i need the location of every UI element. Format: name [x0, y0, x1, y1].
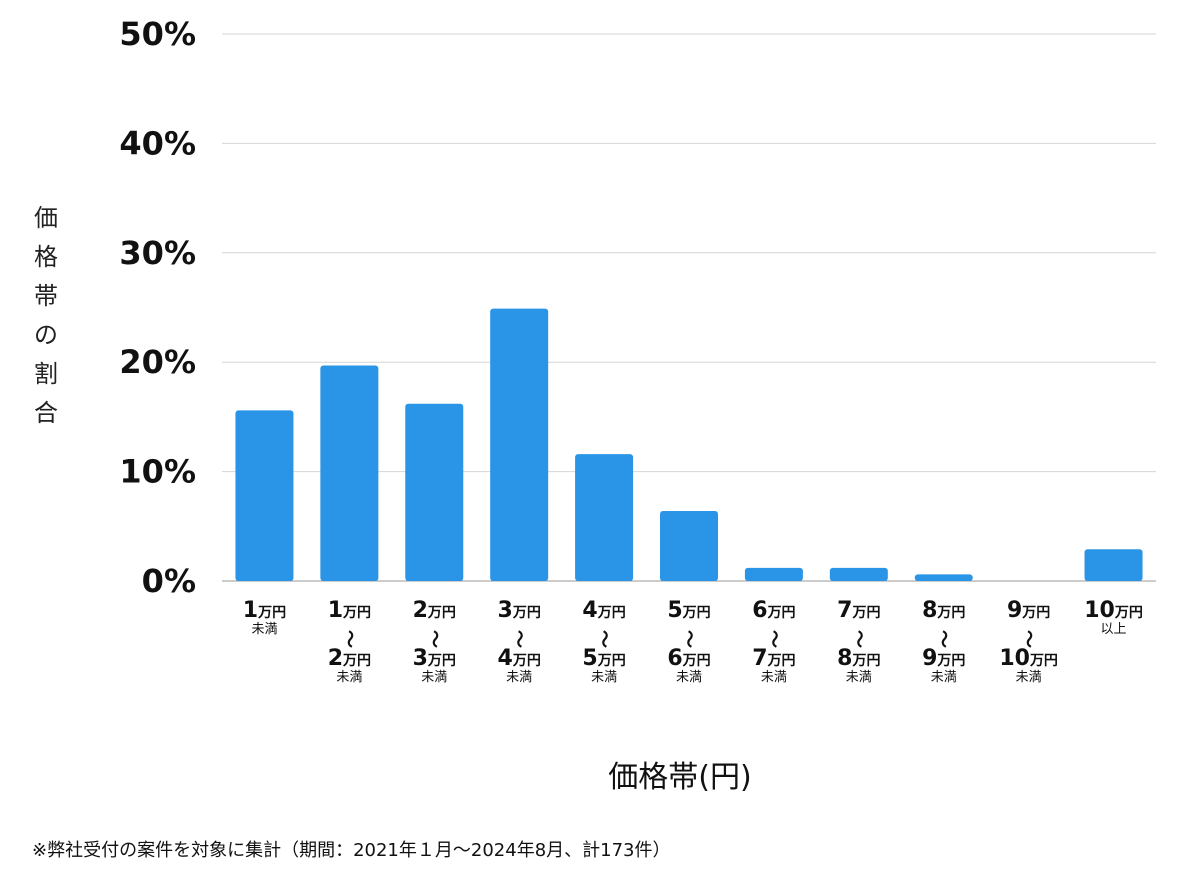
x-tick-qualifier: 未満 — [761, 670, 787, 685]
y-tick-label: 40% — [119, 124, 196, 162]
bar — [235, 410, 294, 581]
x-tick-qualifier: 未満 — [336, 670, 362, 685]
x-tick-qualifier: 未満 — [506, 670, 532, 685]
x-tick-qualifier: 未満 — [1016, 670, 1042, 685]
x-tick-qualifier: 以上 — [1101, 622, 1127, 637]
x-tick-qualifier: 未満 — [846, 670, 872, 685]
bars — [235, 308, 1143, 581]
x-tick-range-mark: 〜 — [1018, 630, 1039, 648]
x-tick-amount: 7万円 — [837, 598, 880, 623]
bar — [744, 567, 803, 581]
bar — [1084, 549, 1143, 581]
x-tick-range-mark: 〜 — [593, 630, 614, 648]
x-tick-amount: 5万円 — [582, 646, 625, 671]
x-tick-amount: 2万円 — [328, 646, 371, 671]
x-tick-amount: 1万円 — [328, 598, 371, 623]
y-tick-label: 50% — [119, 15, 196, 53]
x-tick-amount: 9万円 — [1007, 598, 1050, 623]
x-tick-range-mark: 〜 — [508, 630, 529, 648]
x-tick-qualifier: 未満 — [676, 670, 702, 685]
y-tick-label: 30% — [119, 234, 196, 272]
y-tick-label: 10% — [119, 453, 196, 491]
x-tick-amount: 2万円 — [413, 598, 456, 623]
x-tick-amount: 6万円 — [752, 598, 795, 623]
x-tick-amount: 10万円 — [1084, 598, 1143, 623]
y-axis-label-char: 価 — [34, 204, 58, 232]
x-tick-range-mark: 〜 — [848, 630, 869, 648]
bar — [829, 567, 888, 581]
bar — [320, 365, 379, 581]
y-tick-label: 0% — [142, 562, 196, 600]
x-tick-qualifier: 未満 — [931, 670, 957, 685]
x-tick-amount: 6万円 — [667, 646, 710, 671]
y-axis-label-char: の — [34, 321, 58, 349]
x-tick-amount: 4万円 — [498, 646, 541, 671]
x-tick-qualifier: 未満 — [251, 622, 277, 637]
x-tick-range-mark: 〜 — [763, 630, 784, 648]
footnote: ※弊社受付の案件を対象に集計（期間：2021年１月〜2024年8月、計173件） — [32, 840, 671, 861]
bar — [575, 454, 634, 581]
x-tick-amount: 5万円 — [667, 598, 710, 623]
x-tick-range-mark: 〜 — [678, 630, 699, 648]
y-axis-label-char: 格 — [34, 243, 58, 271]
x-axis-title: 価格帯(円) — [608, 760, 751, 795]
x-axis-ticks: 1万円未満1万円〜2万円未満2万円〜3万円未満3万円〜4万円未満4万円〜5万円未… — [243, 598, 1143, 685]
x-tick-range-mark: 〜 — [338, 630, 359, 648]
y-axis-label-char: 帯 — [34, 282, 58, 310]
bar — [405, 403, 464, 581]
y-axis-ticks: 0% 10% 20% 30% 40% 50% — [119, 15, 196, 600]
x-tick-amount: 9万円 — [922, 646, 965, 671]
x-tick-amount: 10万円 — [999, 646, 1058, 671]
y-axis-label-char: 割 — [34, 360, 58, 388]
bar — [660, 510, 718, 581]
x-tick-amount: 8万円 — [837, 646, 880, 671]
bar — [914, 574, 973, 581]
x-tick-qualifier: 未満 — [591, 670, 617, 685]
x-tick-amount: 1万円 — [243, 598, 286, 623]
y-tick-label: 20% — [119, 343, 196, 381]
bar — [490, 308, 549, 581]
x-tick-range-mark: 〜 — [933, 630, 954, 648]
x-tick-qualifier: 未満 — [421, 670, 447, 685]
x-tick-amount: 7万円 — [752, 646, 795, 671]
y-axis-label-char: 合 — [34, 399, 58, 427]
x-tick-amount: 4万円 — [582, 598, 625, 623]
x-tick-amount: 8万円 — [922, 598, 965, 623]
x-tick-amount: 3万円 — [413, 646, 456, 671]
x-tick-range-mark: 〜 — [423, 630, 444, 648]
x-tick-amount: 3万円 — [498, 598, 541, 623]
